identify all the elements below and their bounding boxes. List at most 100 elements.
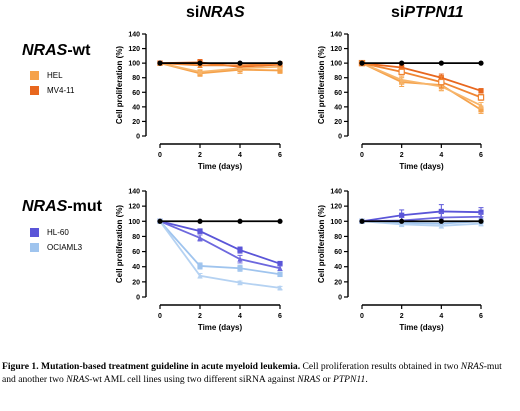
y-tick-label: 60 bbox=[132, 249, 140, 256]
caption-text-3: -wt AML cell lines using two different s… bbox=[89, 374, 298, 385]
x-tick-label: 0 bbox=[360, 313, 364, 320]
caption-text-1: Cell proliferation results obtained in t… bbox=[300, 361, 461, 372]
series-mv4-11-point bbox=[399, 64, 405, 71]
y-tick-label: 0 bbox=[338, 134, 342, 141]
series-hl-60-line bbox=[361, 210, 482, 223]
y-tick-label: 60 bbox=[334, 90, 342, 97]
caption-italic-1: NRAS bbox=[460, 361, 484, 372]
series-hl-60-point bbox=[237, 256, 243, 262]
y-tick-label: 80 bbox=[334, 75, 342, 82]
x-tick-label: 4 bbox=[439, 313, 443, 320]
series-hl-60-line bbox=[159, 220, 281, 265]
series-control-point bbox=[359, 218, 365, 224]
y-tick-label: 120 bbox=[128, 204, 140, 211]
series-hel-line bbox=[361, 62, 482, 107]
series-control-point bbox=[157, 218, 163, 224]
x-tick-label: 0 bbox=[158, 152, 162, 159]
y-tick-label: 80 bbox=[132, 75, 140, 82]
y-tick-label: 80 bbox=[132, 234, 140, 241]
series-mv4-11-point bbox=[398, 68, 405, 76]
series-control-point bbox=[478, 60, 484, 66]
caption-figure-label: Figure 1. bbox=[2, 361, 39, 372]
series-control-point bbox=[438, 218, 444, 224]
y-tick-label: 120 bbox=[128, 46, 140, 53]
y-axis-label: Cell proliferation (%) bbox=[115, 46, 124, 125]
series-mv4-11-line bbox=[361, 62, 482, 92]
x-tick-label: 0 bbox=[360, 152, 364, 159]
y-tick-label: 20 bbox=[132, 119, 140, 126]
series-hel-point bbox=[399, 76, 405, 83]
caption-italic-4: PTPN11 bbox=[332, 374, 366, 385]
y-tick-label: 0 bbox=[136, 134, 140, 141]
y-tick-label: 140 bbox=[330, 32, 342, 39]
series-control-point bbox=[399, 218, 405, 224]
series-ociaml3-line bbox=[361, 220, 482, 227]
legend-item-hel: HEL bbox=[30, 68, 74, 83]
y-tick-label: 100 bbox=[128, 61, 140, 68]
y-tick-label: 0 bbox=[136, 295, 140, 302]
series-mv4-11-line bbox=[361, 62, 482, 99]
series-hel-point bbox=[478, 102, 484, 108]
series-ociaml3-point bbox=[197, 263, 203, 269]
x-tick-label: 6 bbox=[479, 313, 483, 320]
x-axis-label: Time (days) bbox=[399, 162, 444, 171]
series-hel-point bbox=[197, 68, 203, 75]
y-tick-label: 0 bbox=[338, 295, 342, 302]
series-hel-point bbox=[277, 67, 283, 74]
y-tick-label: 40 bbox=[334, 264, 342, 271]
x-axis-label: Time (days) bbox=[399, 323, 444, 332]
series-hl-60-point bbox=[277, 265, 283, 271]
x-axis-label: Time (days) bbox=[198, 323, 243, 332]
series-control-point bbox=[197, 218, 203, 224]
legend-swatch-ociaml3 bbox=[30, 243, 39, 252]
x-tick-label: 6 bbox=[479, 152, 483, 159]
x-tick-label: 2 bbox=[400, 152, 404, 159]
x-tick-label: 0 bbox=[158, 313, 162, 320]
x-tick-label: 6 bbox=[278, 313, 282, 320]
y-tick-label: 100 bbox=[128, 219, 140, 226]
series-control-point bbox=[359, 60, 365, 66]
series-mv4-11-line bbox=[159, 62, 281, 67]
caption-italic-3: NRAS bbox=[297, 374, 321, 385]
legend-item-mv4-11: MV4-11 bbox=[30, 83, 74, 98]
series-control-point bbox=[197, 60, 203, 66]
y-tick-label: 100 bbox=[330, 61, 342, 68]
y-axis-label: Cell proliferation (%) bbox=[115, 205, 124, 284]
y-tick-label: 140 bbox=[330, 189, 342, 196]
y-tick-label: 60 bbox=[132, 90, 140, 97]
series-ociaml3-point bbox=[237, 279, 243, 286]
series-control-point bbox=[157, 60, 163, 66]
x-tick-label: 6 bbox=[278, 152, 282, 159]
series-control-point bbox=[237, 218, 243, 224]
series-hel-line bbox=[159, 62, 281, 73]
caption-text-5: . bbox=[365, 374, 368, 385]
series-hl-60-point bbox=[478, 213, 484, 220]
y-axis-label: Cell proliferation (%) bbox=[317, 205, 326, 284]
series-control-point bbox=[277, 218, 283, 224]
row-title-nras-wt: NRAS-wt bbox=[22, 42, 91, 59]
series-hl-60-point bbox=[197, 228, 203, 234]
series-hl-60-point bbox=[277, 261, 283, 267]
series-hl-60-point bbox=[438, 214, 444, 221]
legend-item-ociaml3: OCIAML3 bbox=[30, 240, 82, 255]
y-tick-label: 100 bbox=[330, 219, 342, 226]
series-ociaml3-point bbox=[237, 265, 243, 271]
legend-label-hel: HEL bbox=[47, 71, 63, 80]
legend-swatch-hl-60 bbox=[30, 228, 39, 237]
legend-item-hl-60: HL-60 bbox=[30, 225, 82, 240]
row-title-nras-mut: NRAS-mut bbox=[22, 198, 102, 215]
caption-title: Mutation-based treatment guideline in ac… bbox=[41, 361, 301, 372]
series-ociaml3-line bbox=[159, 220, 281, 276]
y-tick-label: 60 bbox=[334, 249, 342, 256]
caption-text-4: or bbox=[320, 374, 333, 385]
y-tick-label: 120 bbox=[330, 46, 342, 53]
x-tick-label: 2 bbox=[198, 313, 202, 320]
series-hl-60-point bbox=[237, 247, 243, 253]
x-tick-label: 2 bbox=[400, 313, 404, 320]
x-tick-label: 4 bbox=[238, 313, 242, 320]
x-tick-label: 4 bbox=[439, 152, 443, 159]
y-tick-label: 40 bbox=[132, 264, 140, 271]
legend-label-ociaml3: OCIAML3 bbox=[47, 243, 83, 252]
series-control-point bbox=[438, 60, 444, 66]
